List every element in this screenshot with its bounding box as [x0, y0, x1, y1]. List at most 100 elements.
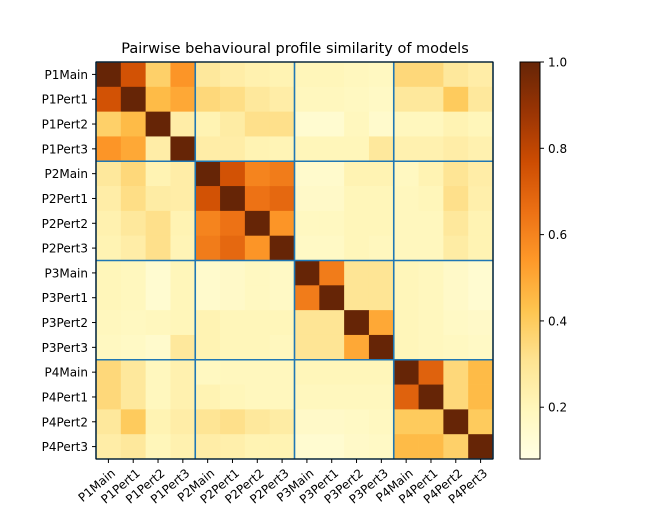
- heatmap-cell-P4Pert2-P2Pert3: [269, 409, 295, 435]
- y-tick-label-P3Pert3: P3Pert3: [42, 341, 88, 355]
- heatmap-cell-P1Pert2-P4Pert1: [418, 111, 444, 137]
- heatmap-cell-P1Pert2-P1Pert2: [145, 111, 171, 137]
- heatmap-cell-P3Pert3-P4Pert3: [468, 334, 494, 361]
- heatmap-cell-P3Pert2-P1Pert3: [170, 310, 196, 336]
- heatmap-cell-P3Main-P3Pert2: [344, 260, 370, 286]
- heatmap-cell-P2Pert1-P4Pert2: [443, 186, 469, 212]
- heatmap-cell-P1Main-P1Main: [96, 62, 122, 88]
- heatmap-cell-P1Pert2-P3Pert3: [368, 111, 395, 137]
- heatmap-cell-P3Pert3-P4Pert2: [443, 334, 469, 361]
- heatmap-cell-P4Pert1-P2Pert1: [220, 384, 246, 410]
- heatmap-cell-P4Pert1-P4Pert1: [418, 384, 444, 410]
- heatmap-cell-P2Pert3-P3Pert2: [344, 235, 370, 261]
- heatmap-cell-P4Main-P3Main: [294, 359, 320, 385]
- heatmap-cell-P3Pert3-P1Pert2: [145, 334, 171, 361]
- heatmap-cell-P2Pert2-P3Pert2: [344, 210, 370, 237]
- heatmap-cell-P4Main-P3Pert2: [344, 359, 370, 385]
- heatmap-cell-P2Main-P2Pert1: [220, 161, 246, 187]
- heatmap-cell-P1Pert3-P3Pert1: [319, 136, 345, 162]
- heatmap-cell-P1Pert2-P1Main: [96, 111, 122, 137]
- heatmap-cell-P4Main-P4Pert3: [468, 359, 494, 385]
- heatmap-cell-P3Pert2-P1Pert1: [120, 310, 147, 336]
- heatmap-cell-P1Pert1-P2Pert2: [244, 86, 271, 113]
- heatmap-cell-P3Pert2-P2Main: [195, 310, 221, 336]
- heatmap-cell-P4Pert1-P2Pert3: [269, 384, 295, 410]
- heatmap-cell-P3Pert3-P3Pert2: [344, 334, 370, 361]
- heatmap-cell-P4Pert1-P1Pert1: [120, 384, 147, 410]
- y-tick-label-P1Pert3: P1Pert3: [42, 142, 88, 156]
- heatmap-cell-P4Pert1-P1Main: [96, 384, 122, 410]
- heatmap-cell-P1Pert1-P4Pert1: [418, 86, 444, 113]
- heatmap-cell-P2Pert2-P1Main: [96, 210, 122, 237]
- heatmap-cell-P3Pert2-P4Main: [393, 310, 419, 336]
- heatmap-cell-P3Main-P1Pert2: [145, 260, 171, 286]
- heatmap-cell-P2Pert3-P1Main: [96, 235, 122, 261]
- heatmap-cell-P4Pert1-P1Pert2: [145, 384, 171, 410]
- heatmap-cell-P3Main-P3Pert3: [368, 260, 395, 286]
- heatmap-cell-P4Pert3-P2Pert3: [269, 434, 295, 460]
- heatmap-cell-P1Pert1-P1Pert3: [170, 86, 196, 113]
- heatmap-cell-P1Pert3-P3Pert3: [368, 136, 395, 162]
- heatmap-cell-P4Main-P4Main: [393, 359, 419, 385]
- heatmap-cell-P4Pert3-P1Main: [96, 434, 122, 460]
- heatmap-cell-P2Pert3-P1Pert1: [120, 235, 147, 261]
- heatmap-cell-P1Pert1-P3Pert2: [344, 86, 370, 113]
- heatmap-cell-P3Pert3-P2Pert3: [269, 334, 295, 361]
- heatmap-cell-P2Pert3-P3Main: [294, 235, 320, 261]
- heatmap-cell-P1Pert1-P4Pert3: [468, 86, 494, 113]
- y-tick-label-P2Pert2: P2Pert2: [42, 217, 88, 231]
- heatmap-cell-P2Pert1-P3Pert1: [319, 186, 345, 212]
- heatmap-cell-P3Pert1-P2Pert2: [244, 285, 271, 311]
- heatmap-cell-P1Pert2-P2Pert1: [220, 111, 246, 137]
- heatmap-cell-P3Pert2-P1Main: [96, 310, 122, 336]
- heatmap-cell-P4Main-P4Pert1: [418, 359, 444, 385]
- heatmap-cell-P4Pert3-P3Main: [294, 434, 320, 460]
- heatmap-cell-P1Pert1-P3Pert3: [368, 86, 395, 113]
- heatmap-cell-P2Pert3-P1Pert2: [145, 235, 171, 261]
- heatmap-cell-P2Main-P1Pert1: [120, 161, 147, 187]
- heatmap-cell-P1Main-P1Pert3: [170, 62, 196, 88]
- heatmap-cell-P1Pert3-P4Main: [393, 136, 419, 162]
- heatmap-cell-P1Pert3-P2Pert3: [269, 136, 295, 162]
- heatmap-cell-P3Pert1-P1Pert3: [170, 285, 196, 311]
- heatmap-cell-P4Pert3-P4Pert3: [468, 434, 494, 460]
- heatmap-cell-P4Pert1-P3Main: [294, 384, 320, 410]
- heatmap-cell-P3Pert3-P3Pert1: [319, 334, 345, 361]
- heatmap-cell-P4Main-P1Pert1: [120, 359, 147, 385]
- heatmap-cell-P3Main-P4Pert3: [468, 260, 494, 286]
- colorbar-ticks: 0.2 0.4 0.6 0.8 1.0: [540, 56, 567, 415]
- heatmap-cell-P4Pert3-P3Pert1: [319, 434, 345, 460]
- heatmap-cell-P4Pert2-P1Pert2: [145, 409, 171, 435]
- heatmap-cell-P4Pert2-P4Pert2: [443, 409, 469, 435]
- heatmap-cell-P1Pert2-P4Pert2: [443, 111, 469, 137]
- heatmap-cell-P4Pert3-P4Main: [393, 434, 419, 460]
- heatmap-cell-P1Pert2-P3Pert1: [319, 111, 345, 137]
- heatmap-cell-P2Pert2-P4Pert3: [468, 210, 494, 237]
- heatmap-cell-P3Main-P1Pert1: [120, 260, 147, 286]
- colorbar-tick-label: 1.0: [548, 56, 567, 70]
- heatmap-cell-P2Pert2-P3Pert1: [319, 210, 345, 237]
- heatmap-cell-P4Pert3-P1Pert1: [120, 434, 147, 460]
- heatmap-cell-P1Pert2-P1Pert3: [170, 111, 196, 137]
- chart-title: Pairwise behavioural profile similarity …: [121, 41, 469, 57]
- heatmap-cell-P4Pert3-P1Pert3: [170, 434, 196, 460]
- heatmap-cell-P1Pert3-P1Pert2: [145, 136, 171, 162]
- heatmap-cell-P3Pert2-P4Pert3: [468, 310, 494, 336]
- heatmap-cell-P1Pert3-P3Main: [294, 136, 320, 162]
- heatmap-cell-P1Pert3-P2Pert1: [220, 136, 246, 162]
- colorbar-tick-label: 0.6: [548, 228, 567, 242]
- heatmap-cell-P4Pert2-P2Pert2: [244, 409, 271, 435]
- heatmap-cell-P4Pert1-P2Pert2: [244, 384, 271, 410]
- heatmap-cell-P1Pert3-P2Main: [195, 136, 221, 162]
- heatmap-cell-P4Pert2-P1Pert1: [120, 409, 147, 435]
- heatmap-cell-P1Main-P4Main: [393, 62, 419, 88]
- heatmap-cell-P1Pert3-P2Pert2: [244, 136, 271, 162]
- heatmap-cell-P4Pert3-P2Pert2: [244, 434, 271, 460]
- colorbar-tick-label: 0.8: [548, 142, 567, 156]
- heatmap-cell-P4Pert1-P4Pert3: [468, 384, 494, 410]
- heatmap-cell-P2Main-P4Pert1: [418, 161, 444, 187]
- y-tick-label-P2Main: P2Main: [44, 167, 88, 181]
- heatmap-cell-P2Pert3-P1Pert3: [170, 235, 196, 261]
- heatmap-cell-P2Main-P3Main: [294, 161, 320, 187]
